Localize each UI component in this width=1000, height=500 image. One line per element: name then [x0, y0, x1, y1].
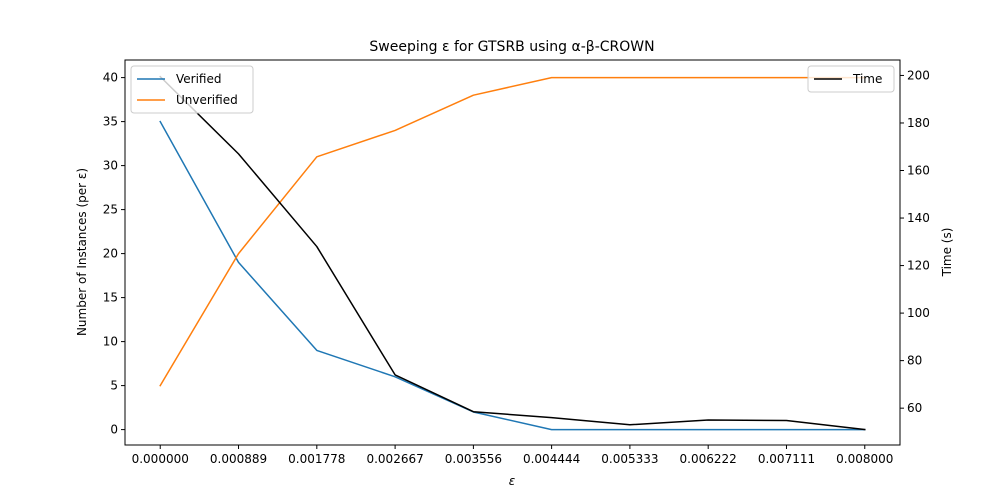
right-y-tick-label: 140 [907, 211, 930, 225]
x-tick-label: 0.008000 [836, 452, 893, 466]
x-tick-label: 0.001778 [288, 452, 345, 466]
right-y-tick-label: 120 [907, 259, 930, 273]
right-y-axis-label: Time (s) [940, 228, 954, 278]
x-tick-label: 0.007111 [758, 452, 815, 466]
left-y-axis-label: Number of Instances (per ε) [75, 168, 89, 336]
right-y-tick-label: 160 [907, 164, 930, 178]
chart-title: Sweeping ε for GTSRB using α-β-CROWN [369, 39, 654, 55]
left-y-axis: 0 5 10 15 20 25 30 35 40 [103, 71, 125, 437]
x-tick-label: 0.002667 [366, 452, 423, 466]
plot-frame [124, 59, 901, 446]
x-tick-label: 0.004444 [523, 452, 580, 466]
legend-right: Time [807, 65, 895, 93]
legend-label-verified: Verified [176, 72, 222, 86]
left-y-tick-label: 10 [103, 335, 118, 349]
x-tick-label: 0.005333 [601, 452, 658, 466]
right-y-tick-label: 200 [907, 68, 930, 82]
series-line-verified [159, 120, 866, 431]
left-y-tick-label: 25 [103, 203, 118, 217]
right-y-tick-label: 180 [907, 116, 930, 130]
right-y-tick-label: 100 [907, 306, 930, 320]
left-y-tick-label: 40 [103, 71, 118, 85]
plot-lines [159, 75, 866, 431]
x-tick-label: 0.000889 [210, 452, 267, 466]
legend-left: Verified Unverified [130, 65, 254, 114]
legend-label-unverified: Unverified [176, 93, 238, 107]
left-y-tick-label: 35 [103, 115, 118, 129]
left-y-tick-label: 15 [103, 291, 118, 305]
right-y-tick-label: 60 [907, 401, 922, 415]
right-y-tick-label: 80 [907, 354, 922, 368]
x-tick-label: 0.000000 [132, 452, 189, 466]
x-axis: 0.000000 0.000889 0.001778 0.002667 0.003556… [132, 445, 893, 466]
left-y-tick-label: 20 [103, 247, 118, 261]
left-y-tick-label: 30 [103, 159, 118, 173]
series-line-time [159, 75, 866, 431]
left-y-tick-label: 0 [110, 423, 118, 437]
legend-label-time: Time [852, 72, 882, 86]
x-tick-label: 0.003556 [445, 452, 502, 466]
x-axis-label: ε [509, 474, 516, 488]
right-y-axis: 60 80 100 120 140 160 180 200 [900, 68, 930, 415]
left-y-tick-label: 5 [110, 379, 118, 393]
x-tick-label: 0.006222 [680, 452, 737, 466]
series-line-unverified [159, 76, 866, 387]
